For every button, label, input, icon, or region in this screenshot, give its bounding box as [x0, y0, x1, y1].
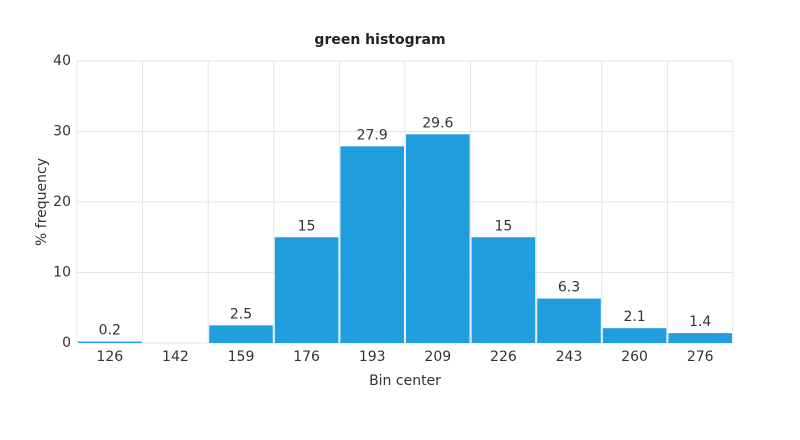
data-label: 0.2 [99, 323, 121, 339]
x-tick-label: 243 [556, 349, 583, 365]
x-tick-label: 142 [162, 349, 189, 365]
data-label: 2.1 [623, 309, 645, 325]
y-tick-label: 30 [53, 124, 71, 140]
data-label: 15 [494, 218, 512, 234]
bar [471, 237, 536, 343]
bar [668, 333, 732, 343]
x-tick-label: 276 [687, 349, 714, 365]
bar [340, 146, 404, 343]
chart-title: green histogram [314, 32, 445, 48]
x-tick-label: 226 [490, 349, 517, 365]
y-axis-label: % frequency [34, 158, 50, 246]
x-tick-label: 159 [228, 349, 255, 365]
x-tick-label: 193 [359, 349, 386, 365]
x-axis-label: Bin center [369, 373, 441, 389]
y-tick-label: 10 [53, 265, 71, 281]
bar [274, 237, 339, 343]
x-tick-label: 209 [424, 349, 451, 365]
y-tick-label: 20 [53, 194, 71, 210]
data-label: 27.9 [357, 127, 388, 143]
y-tick-label: 0 [62, 335, 71, 351]
bar [602, 328, 667, 343]
data-label: 15 [298, 218, 316, 234]
bar [406, 134, 470, 343]
data-label: 29.6 [422, 115, 453, 131]
bar [537, 298, 601, 343]
x-tick-label: 126 [96, 349, 123, 365]
x-tick-label: 260 [621, 349, 648, 365]
bar [78, 341, 142, 343]
data-label: 1.4 [689, 314, 711, 330]
data-label: 6.3 [558, 280, 580, 296]
x-tick-label: 176 [293, 349, 320, 365]
bar [209, 325, 273, 343]
data-label: 2.5 [230, 306, 252, 322]
y-tick-label: 40 [53, 53, 71, 69]
